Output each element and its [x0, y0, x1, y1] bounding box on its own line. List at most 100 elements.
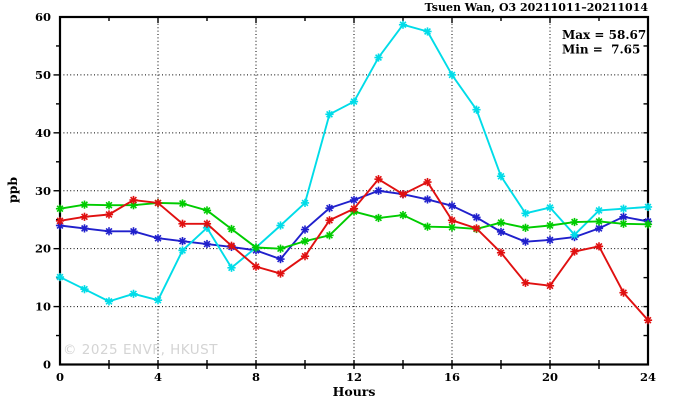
marker-stroke [522, 238, 529, 246]
marker-stroke [571, 248, 578, 256]
series-cyan-marker [300, 198, 310, 208]
series-red-marker [202, 219, 212, 228]
marker-stroke [375, 175, 382, 183]
marker-stroke [571, 231, 578, 239]
marker-stroke [424, 223, 431, 231]
series-cyan-marker [521, 209, 530, 218]
marker-stroke [203, 206, 211, 214]
marker-stroke [228, 225, 235, 233]
series-cyan-marker [104, 297, 114, 306]
series-cyan-marker [349, 97, 359, 106]
series-blue-marker [447, 201, 457, 210]
marker-stroke [620, 213, 627, 221]
series-red-marker [472, 224, 481, 233]
marker-stroke [399, 211, 407, 219]
marker-stroke [277, 270, 284, 278]
marker-stroke [399, 21, 407, 29]
marker-stroke [546, 222, 554, 229]
series-green-marker [545, 221, 555, 230]
marker-stroke [326, 110, 333, 118]
marker-stroke [252, 263, 260, 271]
series-red-marker [178, 219, 187, 228]
marker-stroke [546, 282, 554, 290]
series-green-marker [619, 219, 628, 228]
marker-stroke [350, 98, 358, 106]
series-blue-marker [325, 204, 334, 213]
y-tick-label: 10 [35, 300, 51, 314]
marker-stroke [154, 234, 162, 242]
marker-stroke [497, 228, 505, 236]
series-green-marker [178, 199, 187, 208]
series-blue-marker [300, 225, 310, 234]
y-tick-label: 50 [35, 68, 51, 82]
marker-stroke [301, 199, 309, 207]
series-blue-marker [423, 195, 432, 204]
x-tick-label: 8 [252, 370, 260, 384]
series-cyan-marker [153, 296, 163, 305]
marker-stroke [473, 224, 480, 232]
y-tick-label: 30 [35, 184, 51, 198]
series-red-marker [227, 241, 236, 250]
marker-stroke [644, 203, 652, 211]
marker-stroke [546, 236, 554, 244]
marker-stroke [81, 201, 88, 209]
series-red-marker [398, 190, 408, 199]
series-cyan-marker [398, 20, 408, 29]
series-blue-marker [472, 213, 481, 222]
series-cyan-marker [496, 172, 506, 181]
x-tick-label: 4 [154, 370, 162, 384]
series-red-marker [423, 177, 432, 187]
marker-stroke [130, 196, 137, 204]
marker-stroke [546, 204, 554, 212]
marker-stroke [130, 290, 137, 298]
marker-stroke [105, 211, 113, 218]
series-red-marker [251, 262, 261, 271]
series-blue-marker [619, 212, 628, 221]
marker-stroke [277, 245, 284, 253]
marker-stroke [399, 190, 407, 198]
series-cyan-marker [545, 203, 555, 212]
marker-stroke [473, 106, 480, 114]
series-red-marker [545, 281, 555, 290]
series-red-marker [153, 198, 163, 208]
marker-stroke [326, 204, 333, 212]
series-red-marker [129, 195, 138, 205]
x-tick-label: 20 [542, 370, 558, 384]
marker-stroke [424, 178, 431, 186]
marker-stroke [448, 71, 456, 79]
marker-stroke [179, 200, 186, 207]
series-red-marker [570, 247, 579, 256]
y-axis-label: ppb [5, 177, 20, 203]
marker-stroke [105, 297, 113, 305]
series-blue-marker [594, 224, 604, 233]
series-red-marker [80, 212, 89, 221]
series-green-marker [227, 224, 236, 234]
x-tick-label: 0 [56, 370, 64, 384]
x-tick-label: 12 [346, 370, 362, 384]
series-green-marker [80, 200, 89, 209]
marker-stroke [644, 316, 652, 324]
series-cyan-marker [423, 27, 432, 36]
series-blue-marker [276, 254, 285, 264]
series-red-marker [276, 269, 285, 278]
y-tick-label: 40 [35, 126, 51, 140]
y-tick-label: 20 [35, 242, 51, 256]
marker-stroke [81, 224, 88, 232]
marker-stroke [571, 218, 578, 226]
series-green-marker [202, 206, 212, 215]
marker-stroke [105, 201, 113, 209]
marker-stroke [522, 209, 529, 217]
y-tick-label: 0 [43, 358, 51, 372]
max-annotation: Max = 58.67 [562, 28, 646, 42]
marker-stroke [277, 222, 284, 229]
marker-stroke [448, 202, 456, 210]
marker-stroke [301, 237, 309, 245]
series-cyan-marker [129, 289, 138, 298]
plot-border [58, 15, 650, 366]
marker-stroke [81, 213, 88, 221]
series-cyan-marker [227, 263, 236, 272]
series-green-marker [398, 210, 408, 220]
marker-stroke [203, 220, 211, 228]
